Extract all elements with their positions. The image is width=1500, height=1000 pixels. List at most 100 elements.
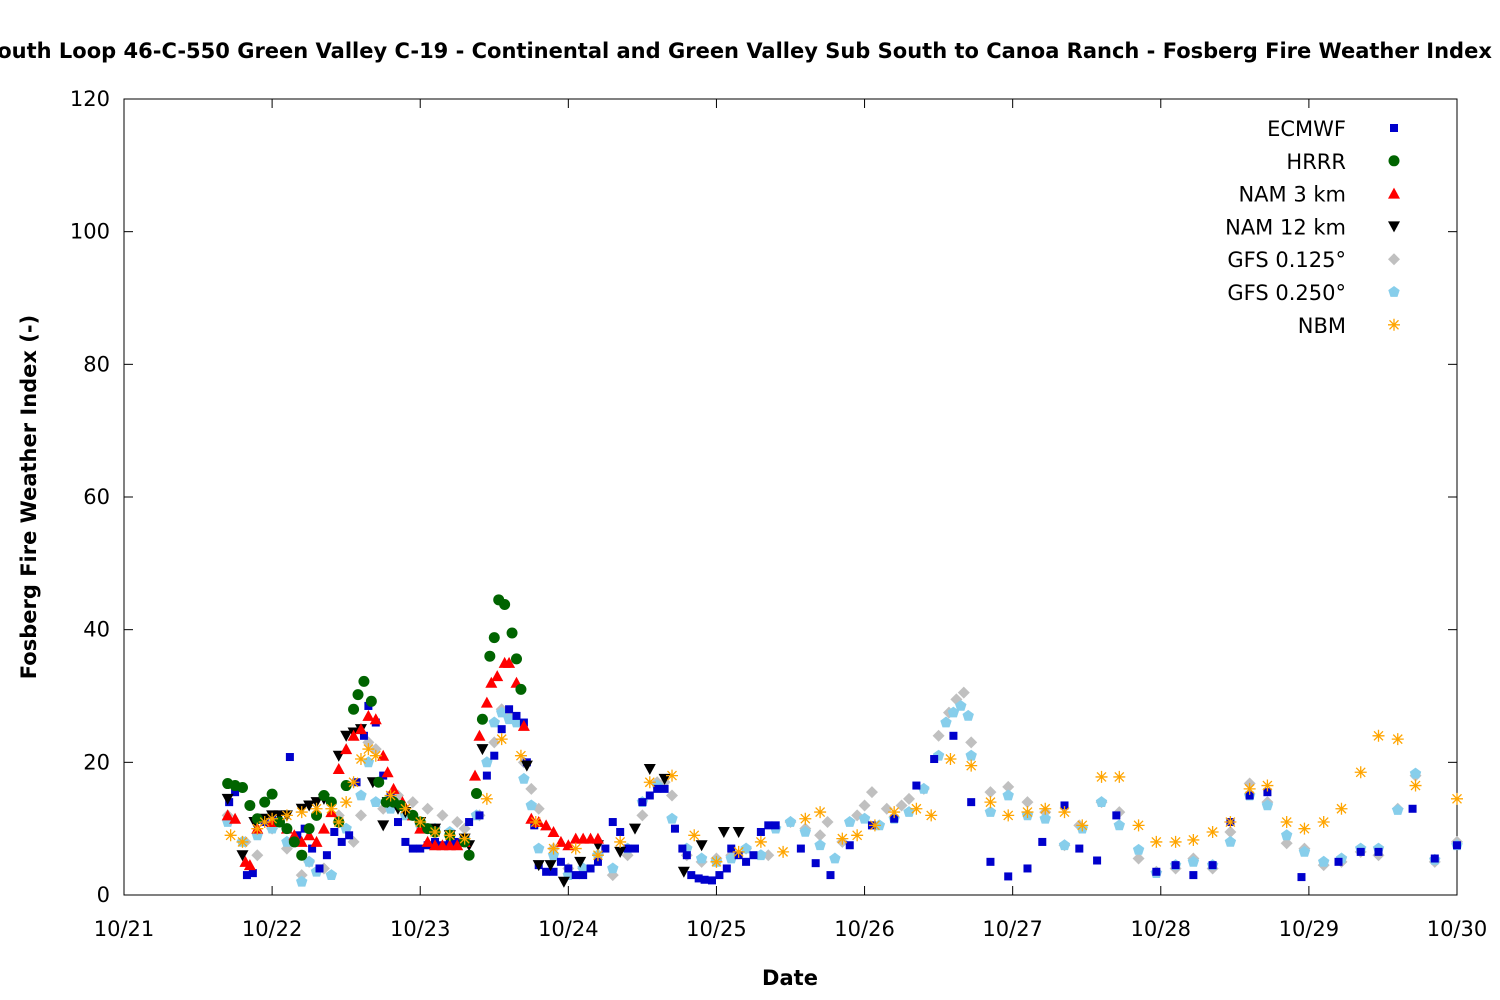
data-point <box>248 869 257 878</box>
data-point <box>607 862 619 874</box>
legend-marker <box>1388 318 1400 331</box>
data-point <box>645 791 654 800</box>
data-point <box>638 798 647 807</box>
data-point <box>362 709 375 721</box>
data-point <box>421 802 434 815</box>
data-point <box>1039 802 1052 815</box>
data-point <box>708 876 717 885</box>
data-point <box>784 816 797 827</box>
data-point <box>1189 871 1198 880</box>
data-point <box>325 796 337 808</box>
data-point <box>476 744 489 756</box>
data-point <box>364 701 373 710</box>
data-point <box>399 802 412 815</box>
data-point <box>925 809 938 822</box>
data-point <box>514 749 527 762</box>
data-point <box>465 818 474 827</box>
data-point <box>965 736 978 749</box>
data-point <box>845 841 854 850</box>
data-point <box>308 844 317 853</box>
data-point <box>670 824 679 833</box>
data-point <box>1132 852 1145 865</box>
data-point <box>749 851 758 860</box>
data-point <box>1039 812 1051 824</box>
data-point <box>1095 796 1108 807</box>
data-point <box>571 871 580 880</box>
data-point <box>732 845 745 858</box>
data-point <box>517 719 530 731</box>
data-point <box>949 731 958 740</box>
data-point <box>490 751 499 760</box>
data-point <box>984 806 997 817</box>
data-point <box>858 812 871 824</box>
data-point <box>296 875 308 887</box>
data-point <box>311 809 323 821</box>
data-point <box>325 869 338 880</box>
data-point <box>742 857 751 866</box>
data-point <box>678 844 687 853</box>
data-point <box>496 706 508 718</box>
data-point <box>1075 844 1084 853</box>
data-point <box>986 857 995 866</box>
legend-marker <box>1388 221 1400 233</box>
data-point <box>682 851 691 860</box>
data-point <box>851 829 864 842</box>
y-tick-label: 20 <box>83 750 110 774</box>
data-point <box>340 796 353 809</box>
data-point <box>569 842 582 855</box>
data-point <box>814 806 827 819</box>
data-point <box>354 723 367 735</box>
data-point <box>722 864 731 873</box>
data-point <box>687 871 696 880</box>
data-point <box>482 771 491 780</box>
data-point <box>710 855 723 868</box>
data-point <box>1023 864 1032 873</box>
data-point <box>1224 825 1237 838</box>
data-point <box>811 859 820 868</box>
data-point <box>436 809 449 822</box>
data-point <box>562 839 575 851</box>
data-point <box>352 689 364 701</box>
data-point <box>700 875 709 884</box>
data-point <box>557 876 570 888</box>
data-point <box>512 711 521 720</box>
data-point <box>345 831 354 840</box>
data-point <box>888 806 901 819</box>
data-point <box>754 835 767 848</box>
data-point <box>1261 799 1274 811</box>
data-point <box>1093 856 1102 865</box>
data-point <box>499 598 511 610</box>
data-point <box>510 653 522 665</box>
data-point <box>416 844 425 853</box>
data-point <box>658 773 671 785</box>
data-point <box>1391 733 1404 746</box>
data-point <box>764 821 773 830</box>
data-point <box>476 713 488 725</box>
x-tick-label: 10/23 <box>390 917 451 941</box>
data-point <box>740 842 752 854</box>
data-point <box>529 816 542 829</box>
data-point <box>1409 779 1422 792</box>
data-point <box>1169 835 1182 848</box>
data-point <box>348 703 360 715</box>
data-point <box>715 871 724 880</box>
legend-label: ECMWF <box>1267 117 1346 141</box>
data-point <box>756 827 765 836</box>
y-tick-label: 60 <box>83 485 110 509</box>
data-point <box>401 837 410 846</box>
data-point <box>579 871 588 880</box>
data-point <box>310 835 323 847</box>
data-point <box>229 812 242 824</box>
x-axis-label: Date <box>762 966 818 990</box>
legend-label: GFS 0.125° <box>1227 248 1346 272</box>
data-point <box>384 789 397 802</box>
data-point <box>965 759 978 772</box>
data-point <box>362 743 375 756</box>
data-point <box>868 819 881 832</box>
data-point <box>918 782 930 794</box>
data-point <box>564 864 573 873</box>
data-point <box>836 832 849 845</box>
x-tick-label: 10/29 <box>1279 917 1340 941</box>
data-point <box>288 836 300 848</box>
data-point <box>518 772 530 784</box>
